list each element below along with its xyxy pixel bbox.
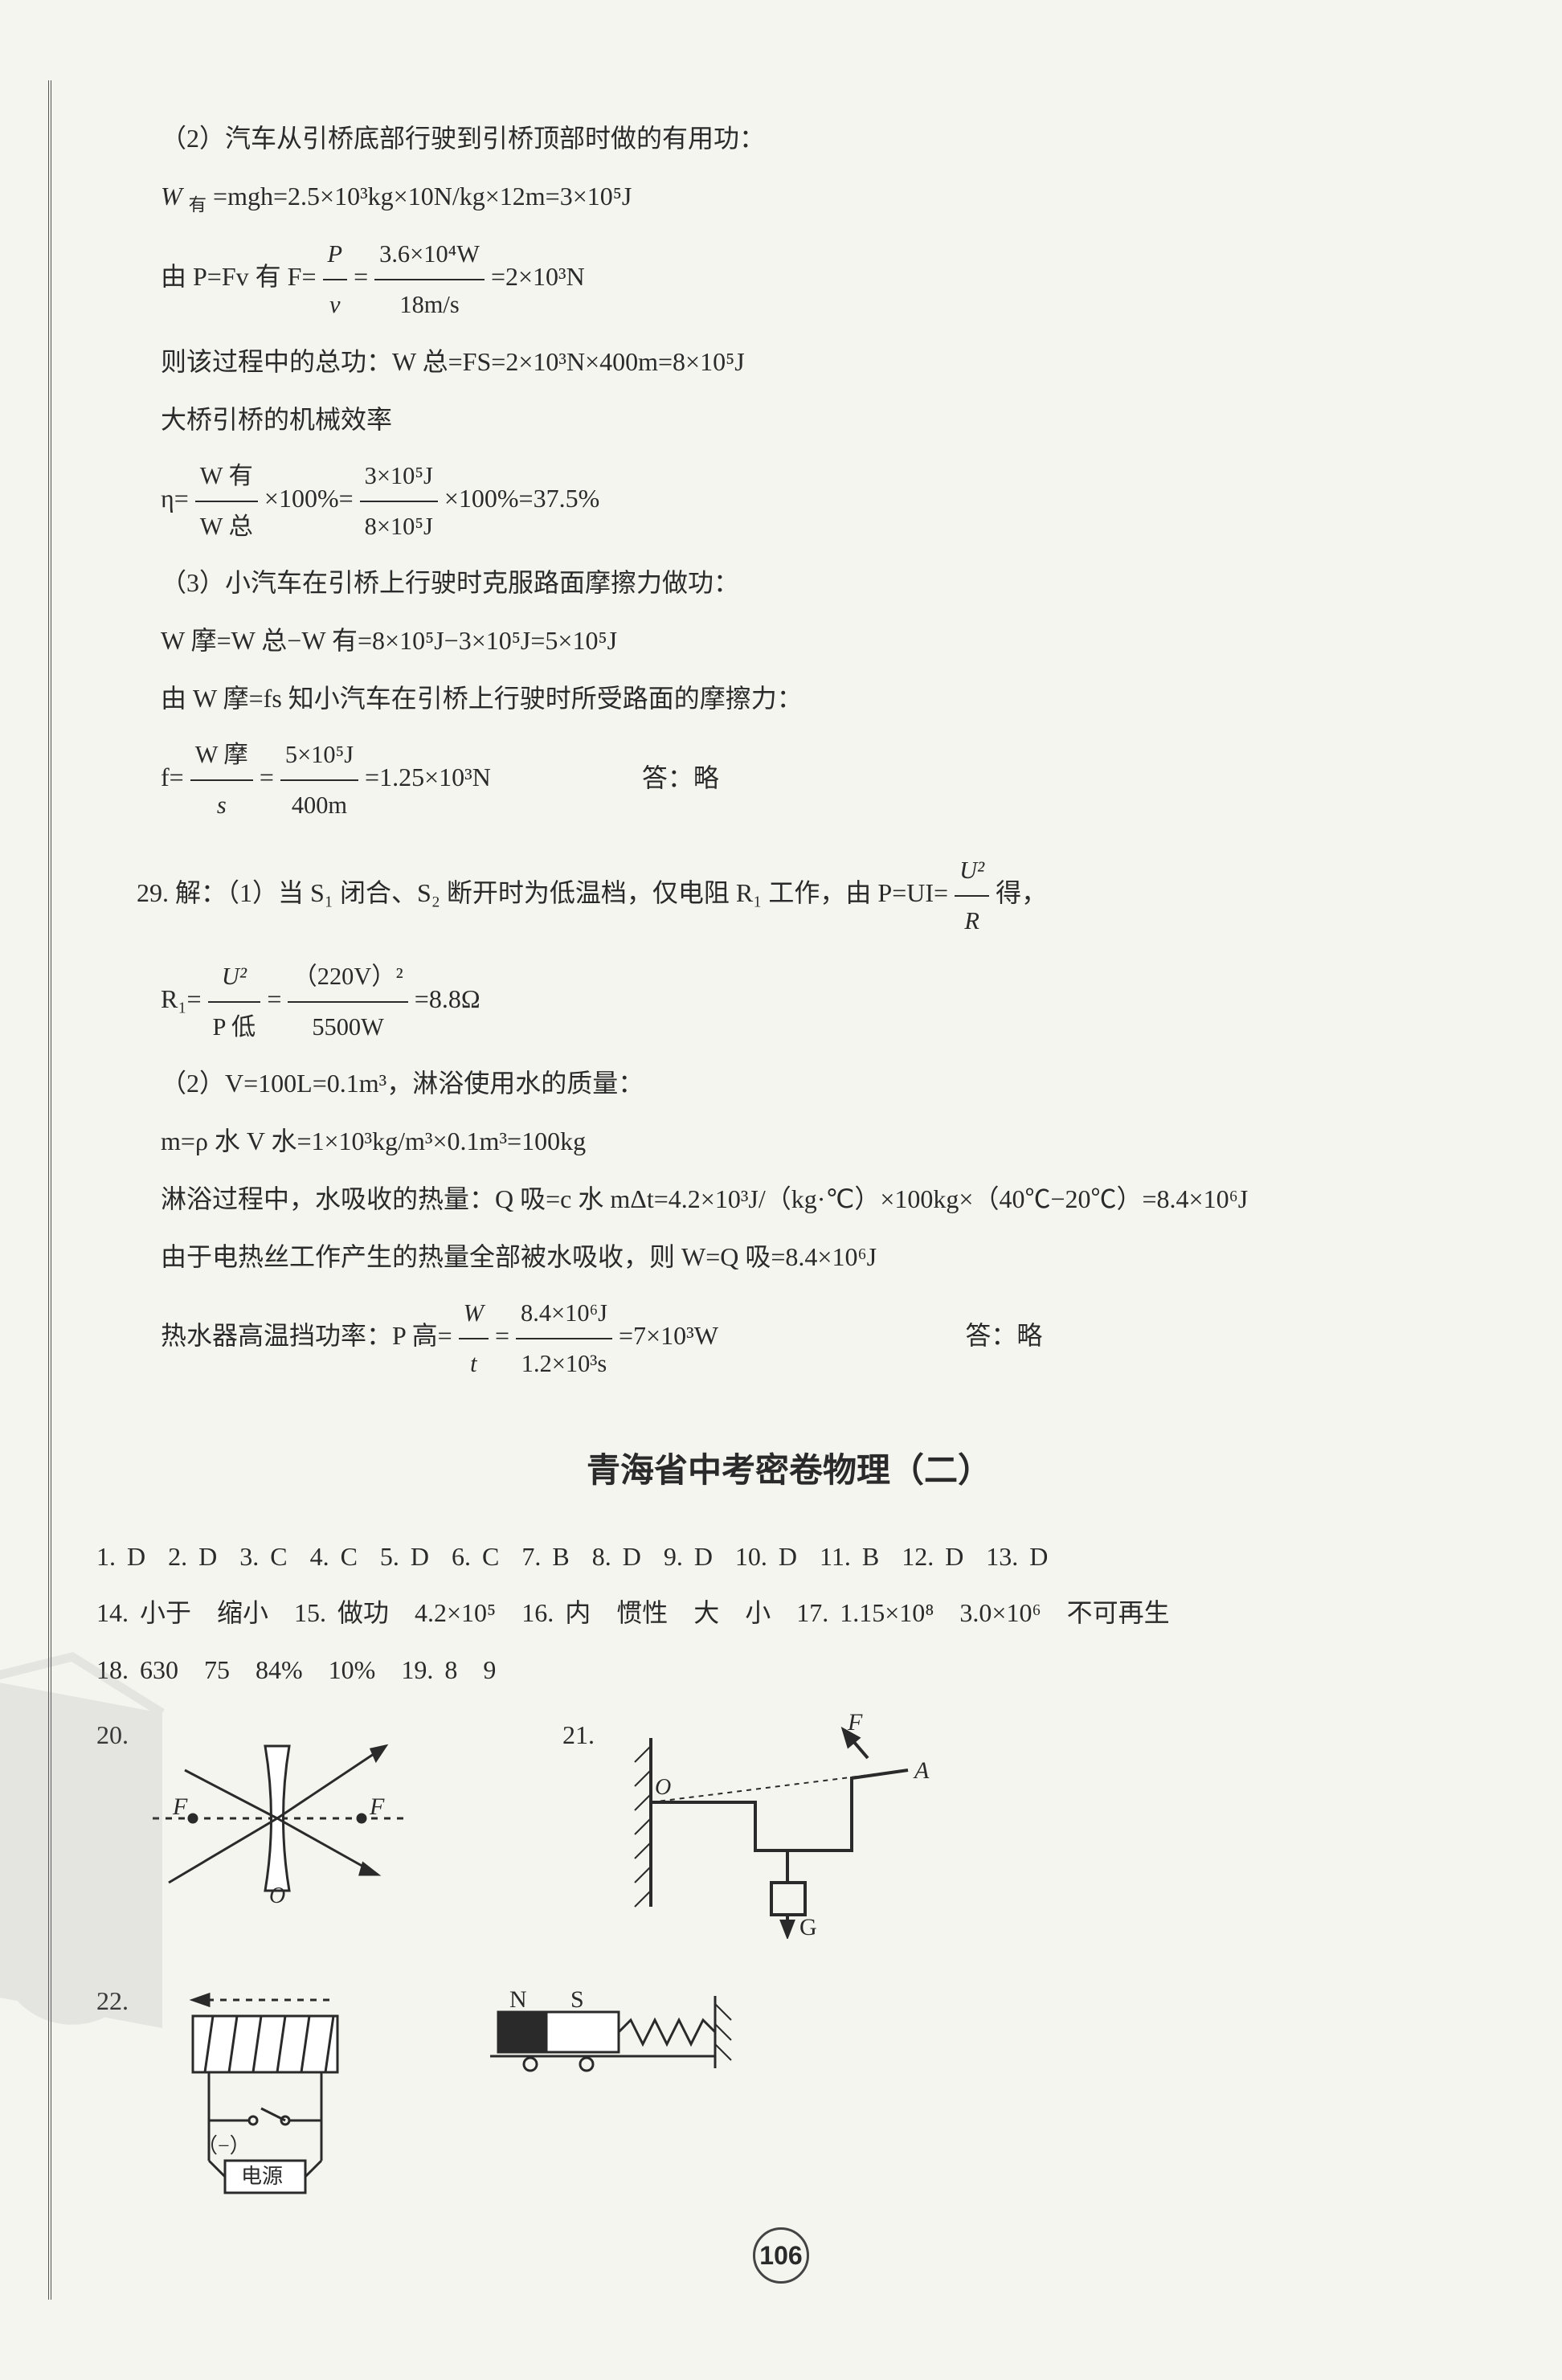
fraction: P v <box>323 230 348 329</box>
q28-2-statement: （2）汽车从引桥底部行驶到引桥顶部时做的有用功： <box>161 112 1482 164</box>
fraction: W 有 W 总 <box>195 452 258 551</box>
diagram-row-20-21: 20. <box>96 1714 1482 1956</box>
mc-answer: 6. C <box>452 1542 499 1571</box>
paper-2-title: 青海省中考密卷物理（二） <box>96 1437 1482 1504</box>
q28-friction-intro: 由 W 摩=fs 知小汽车在引桥上行驶时所受路面的摩擦力： <box>161 673 1482 724</box>
q28-efficiency-calc: η= W 有 W 总 ×100%= 3×10⁵J 8×10⁵J ×100%=37… <box>161 452 1482 551</box>
q20-lens-diagram: F F O <box>145 1714 418 1924</box>
mc-answer: 9. D <box>664 1542 713 1571</box>
q29-1-statement: 29. 解：（1）当 S₁ 闭合、S₂ 断开时为低温档，仅电阻 R₁ 工作，由 … <box>137 846 1482 946</box>
page-number: 106 <box>753 2227 809 2284</box>
q29-r1-calc: R₁= U² P 低 = （220V）² 5500W =8.8Ω <box>161 952 1482 1052</box>
fraction: （220V）² 5500W <box>288 952 407 1052</box>
mc-answer: 12. D <box>902 1542 963 1571</box>
diagram-row-22: 22. <box>96 1980 1482 2222</box>
mc-answer: 3. C <box>239 1542 287 1571</box>
mc-answer: 8. D <box>592 1542 641 1571</box>
fraction: U² P 低 <box>208 952 261 1052</box>
magnet-spring-icon: N S <box>482 1980 755 2092</box>
fill-answers-row-2: 14. 小于 缩小 15. 做功 4.2×10⁵ 16. 内 惯性 大 小 17… <box>96 1585 1482 1641</box>
mc-answers-row-1: 1. D 2. D 3. C 4. C 5. D 6. C 7. B 8. D 9. D 10. … <box>96 1528 1482 1585</box>
q29-mass-calc: m=ρ 水 V 水=1×10³kg/m³×0.1m³=100kg <box>161 1115 1482 1167</box>
electromagnet-icon: （−） 电源 <box>145 1980 386 2205</box>
lens-diagram-icon: F F O <box>145 1714 418 1907</box>
fraction: W 摩 s <box>190 730 253 830</box>
pivot-O-label: O <box>655 1775 671 1800</box>
mc-answer: 10. D <box>735 1542 797 1571</box>
lever-diagram-icon: F A O G <box>611 1714 948 1939</box>
q21-label: 21. <box>562 1714 595 1748</box>
q28-friction-work: W 摩=W 总−W 有=8×10⁵J−3×10⁵J=5×10⁵J <box>161 615 1482 666</box>
focal-right-label: F <box>369 1793 385 1820</box>
magnet-S-label: S <box>570 1986 584 2013</box>
q29-2-statement: （2）V=100L=0.1m³，淋浴使用水的质量： <box>161 1057 1482 1109</box>
force-F-label: F <box>847 1714 863 1736</box>
mc-answer: 13. D <box>986 1542 1048 1571</box>
fraction: 3×10⁵J 8×10⁵J <box>360 452 438 551</box>
q28-3-statement: （3）小汽车在引桥上行驶时克服路面摩擦力做功： <box>161 557 1482 608</box>
page-left-border <box>48 80 51 2300</box>
q28-total-work: 则该过程中的总功：W 总=FS=2×10³N×400m=8×10⁵J <box>161 336 1482 387</box>
mc-answer: 5. D <box>380 1542 429 1571</box>
mc-answer: 7. B <box>521 1542 569 1571</box>
optical-center-label: O <box>269 1883 285 1907</box>
fraction: W t <box>459 1289 489 1388</box>
mc-answer: 2. D <box>168 1542 217 1571</box>
question-number: 29. <box>137 878 169 907</box>
q20-label: 20. <box>96 1714 129 1748</box>
magnet-N-label: N <box>509 1986 527 2013</box>
q22-magnet-spring-diagram: N S <box>482 1980 755 2109</box>
negative-terminal-label: （−） <box>197 2134 251 2157</box>
focal-left-label: F <box>172 1793 188 1820</box>
mc-answer: 11. B <box>820 1542 879 1571</box>
fraction: 8.4×10⁶J 1.2×10³s <box>516 1289 612 1388</box>
page-content: （2）汽车从引桥底部行驶到引桥顶部时做的有用功： W 有 =mgh=2.5×10… <box>96 112 1482 2222</box>
mc-answer: 1. D <box>96 1542 145 1571</box>
point-A-label: A <box>913 1757 930 1784</box>
q29-heat-calc: 淋浴过程中，水吸收的热量：Q 吸=c 水 mΔt=4.2×10³J/（kg·℃）… <box>161 1173 1482 1225</box>
q22-electromagnet-diagram: （−） 电源 <box>145 1980 386 2222</box>
fill-answers-row-3: 18. 630 75 84% 10% 19. 8 9 <box>96 1642 1482 1698</box>
gravity-G-label: G <box>799 1914 817 1939</box>
q21-lever-diagram: F A O G <box>611 1714 948 1956</box>
q22-label: 22. <box>96 1980 129 2014</box>
q28-friction-calc: f= W 摩 s = 5×10⁵J 400m =1.25×10³N 答：略 <box>161 730 1482 830</box>
answer-omitted: 答：略 <box>965 1321 1042 1350</box>
fraction: 5×10⁵J 400m <box>280 730 358 830</box>
answer-omitted: 答：略 <box>642 763 719 792</box>
q29-work-equal: 由于电热丝工作产生的热量全部被水吸收，则 W=Q 吸=8.4×10⁶J <box>161 1231 1482 1282</box>
mc-answer: 4. C <box>310 1542 358 1571</box>
q28-force-calc: 由 P=Fv 有 F= P v = 3.6×10⁴W 18m/s =2×10³N <box>161 230 1482 329</box>
fraction: 3.6×10⁴W 18m/s <box>374 230 485 329</box>
q29-power-calc: 热水器高温挡功率：P 高= W t = 8.4×10⁶J 1.2×10³s =7… <box>161 1289 1482 1388</box>
power-supply-label: 电源 <box>241 2165 283 2188</box>
q28-efficiency-label: 大桥引桥的机械效率 <box>161 394 1482 445</box>
q28-w-useful: W 有 =mgh=2.5×10³kg×10N/kg×12m=3×10⁵J <box>161 170 1482 223</box>
fraction: U² R <box>955 846 989 946</box>
